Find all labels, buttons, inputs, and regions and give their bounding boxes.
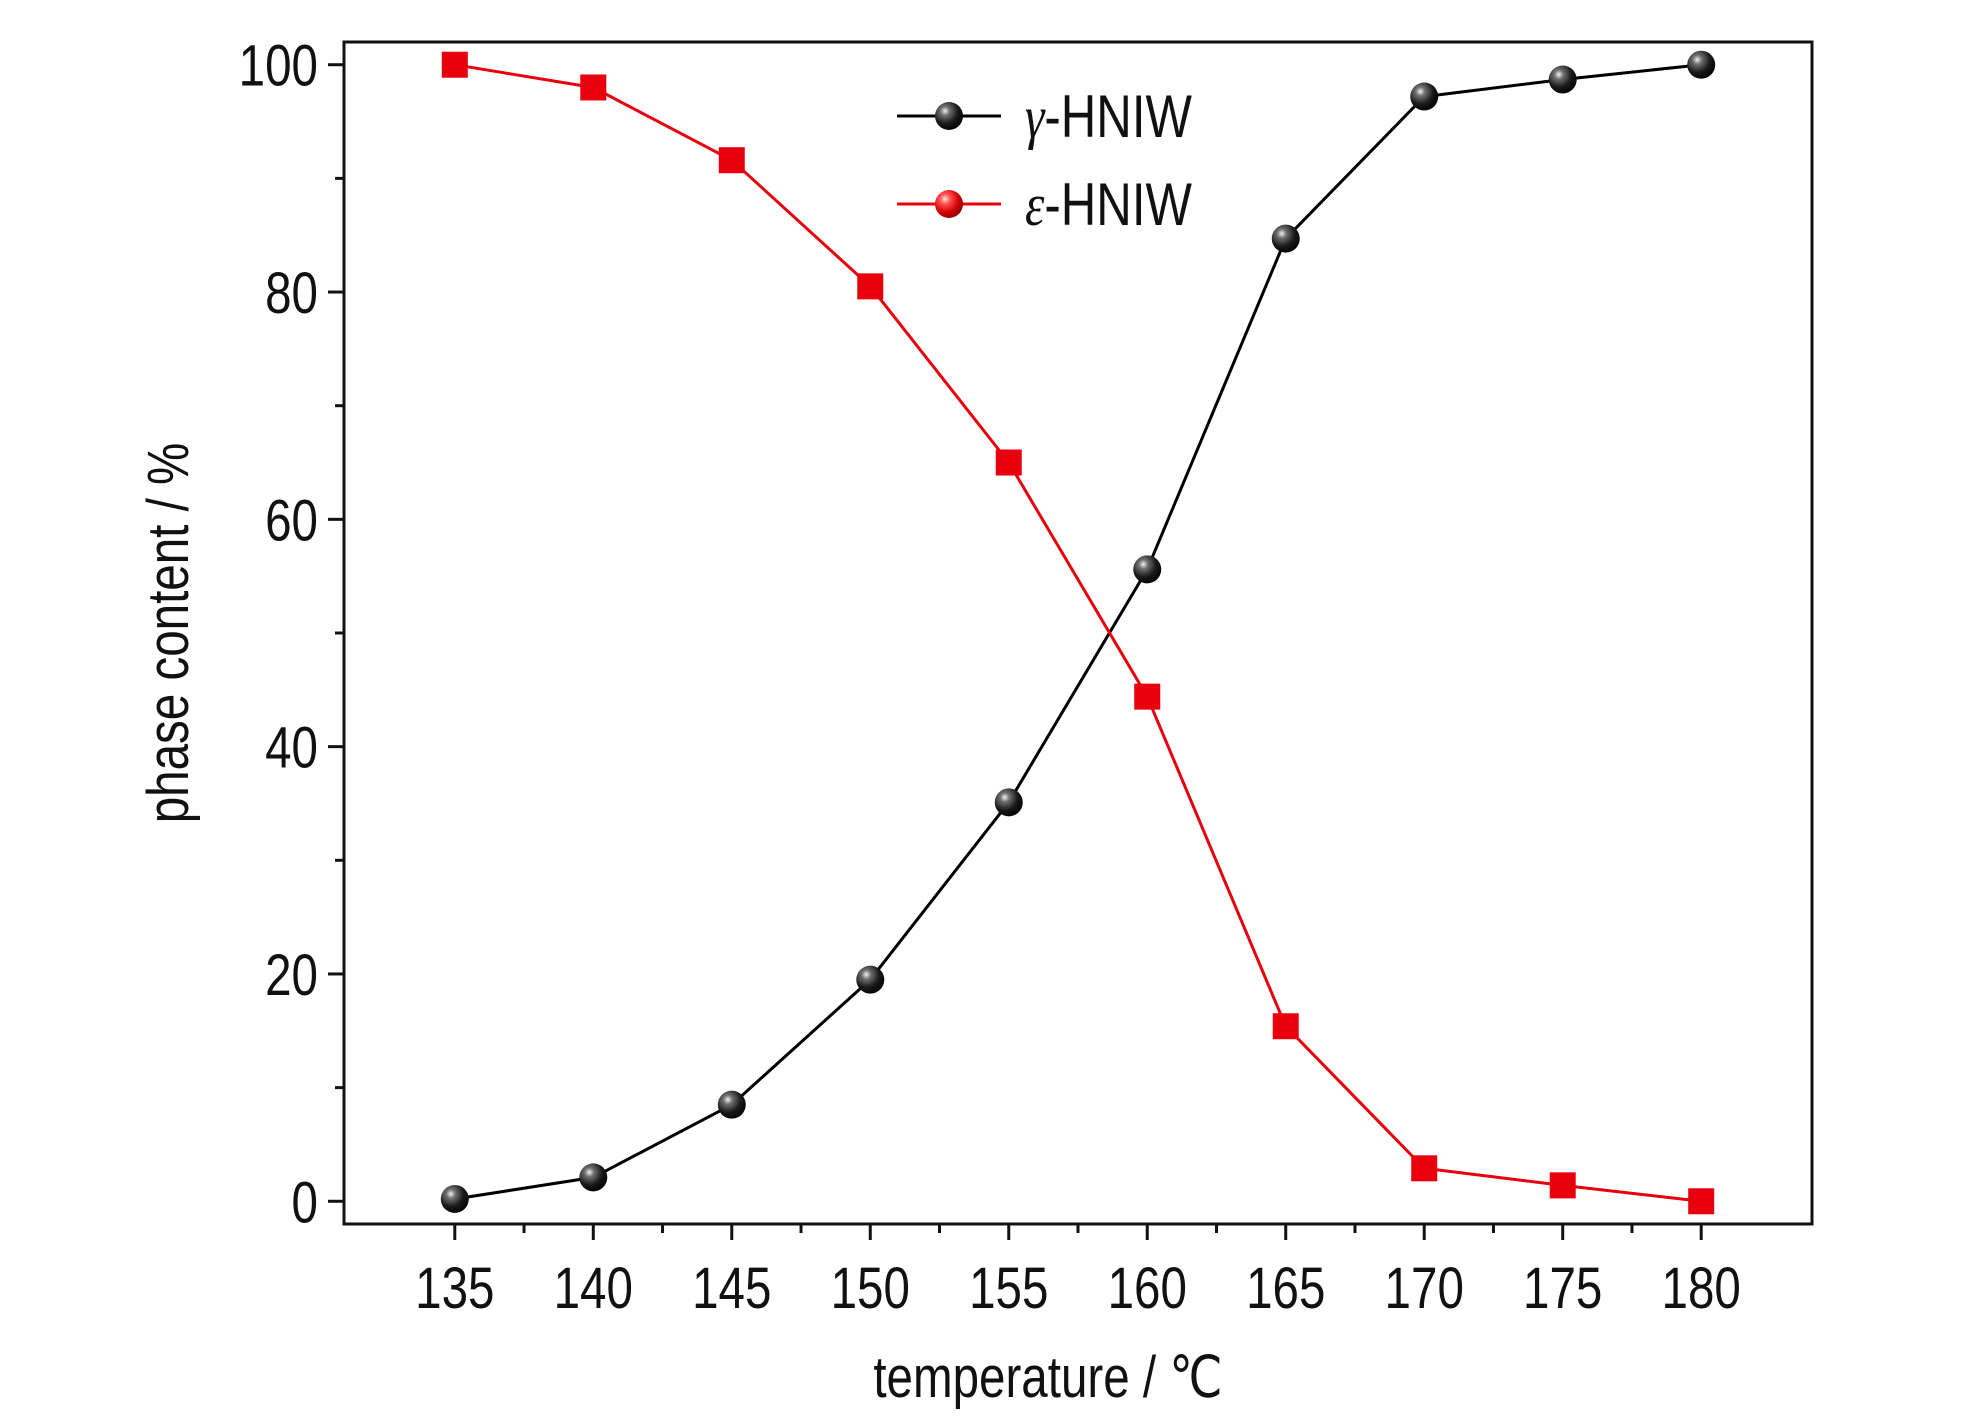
epsilon-data-point [718, 147, 745, 174]
x-tick-label: 135 [415, 1257, 494, 1322]
legend-marker-gamma [935, 102, 963, 130]
gamma-data-point [856, 965, 885, 994]
legend-marker-epsilon [935, 190, 963, 218]
legend-prefix-epsilon: ε [1025, 171, 1045, 238]
x-tick-label: 160 [1108, 1257, 1187, 1322]
x-tick-label: 150 [831, 1257, 910, 1322]
legend-prefix-gamma: γ [1025, 83, 1046, 150]
x-tick-label: 140 [554, 1257, 633, 1322]
legend-item-epsilon: ε-HNIW [897, 170, 1192, 238]
legend: γ-HNIW ε-HNIW [880, 66, 1240, 261]
gamma-data-point [717, 1090, 746, 1119]
legend-suffix-gamma: -HNIW [1044, 82, 1192, 150]
series-lines [454, 63, 1702, 1203]
y-tick-label: 100 [239, 34, 318, 99]
epsilon-data-point [995, 449, 1022, 476]
x-tick-label: 155 [969, 1257, 1048, 1322]
x-tick-label: 180 [1662, 1257, 1741, 1322]
epsilon-data-point [1549, 1172, 1576, 1199]
gamma-data-point [1687, 50, 1716, 79]
epsilon-data-point [1411, 1155, 1438, 1182]
series-line-gamma [454, 63, 1702, 1201]
x-tick-label: 170 [1385, 1257, 1464, 1322]
y-tick-label: 40 [265, 716, 318, 781]
gamma-data-point [579, 1163, 608, 1192]
epsilon-data-point [857, 273, 884, 300]
series-line-epsilon [454, 63, 1702, 1203]
legend-box [880, 66, 1240, 261]
epsilon-data-point [1134, 683, 1161, 710]
y-tick-label: 60 [265, 489, 318, 554]
x-axis-title: temperature / ℃ [873, 1346, 1222, 1411]
gamma-data-point [440, 1184, 469, 1213]
gamma-data-point [1133, 555, 1162, 584]
gamma-data-point [1410, 82, 1439, 111]
x-tick-label: 165 [1246, 1257, 1325, 1322]
y-tick-label: 80 [265, 262, 318, 327]
y-axis: 0 20 40 60 80 100 [239, 34, 344, 1235]
epsilon-data-point [1688, 1188, 1715, 1215]
legend-suffix-epsilon: -HNIW [1044, 170, 1192, 238]
x-tick-label: 175 [1523, 1257, 1602, 1322]
legend-label-epsilon: ε-HNIW [1025, 170, 1192, 238]
y-axis-title: phase content / % [137, 443, 202, 824]
legend-item-gamma: γ-HNIW [897, 82, 1192, 150]
gamma-data-point [994, 788, 1023, 817]
epsilon-data-point [580, 74, 607, 101]
epsilon-data-point [1272, 1013, 1299, 1040]
x-axis: 135 140 145 150 155 160 165 170 175 180 [415, 1224, 1741, 1321]
y-tick-label: 0 [292, 1171, 318, 1236]
x-tick-label: 145 [692, 1257, 771, 1322]
series-markers [440, 50, 1716, 1215]
epsilon-data-point [441, 51, 468, 78]
gamma-data-point [1548, 65, 1577, 94]
gamma-data-point [1271, 224, 1300, 253]
y-tick-label: 20 [265, 944, 318, 1009]
legend-label-gamma: γ-HNIW [1025, 82, 1192, 150]
